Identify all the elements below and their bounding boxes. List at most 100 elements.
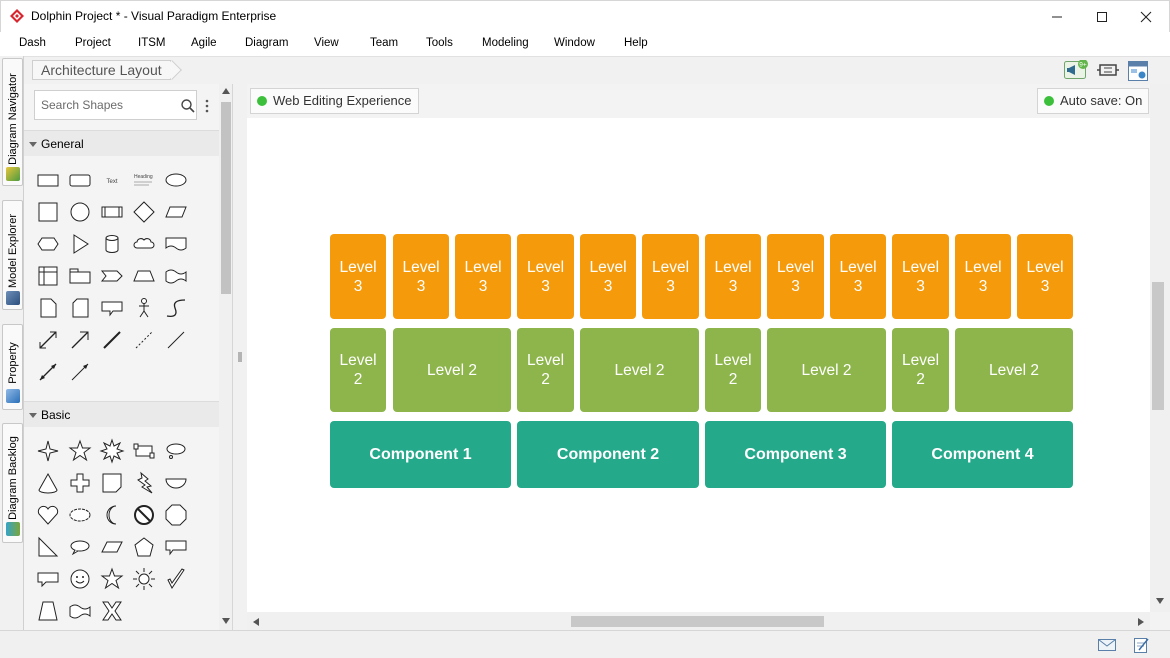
table-shape[interactable]: [35, 263, 61, 289]
star-5-shape[interactable]: [67, 438, 93, 464]
rectangle-shape[interactable]: [35, 167, 61, 193]
slanted-shape[interactable]: [99, 534, 125, 560]
cylinder-shape[interactable]: [99, 231, 125, 257]
hexagon-shape[interactable]: [35, 231, 61, 257]
octagon-shape[interactable]: [163, 502, 189, 528]
component-block[interactable]: Component 3: [705, 421, 886, 488]
close-button[interactable]: [1123, 1, 1169, 33]
line-shape[interactable]: [163, 327, 189, 353]
rounded-rectangle-shape[interactable]: [67, 167, 93, 193]
text-shape[interactable]: Text: [99, 167, 125, 193]
scroll-right-icon[interactable]: [1138, 618, 1144, 626]
star-4-shape[interactable]: [35, 438, 61, 464]
process-shape[interactable]: [99, 199, 125, 225]
cloud-shape[interactable]: [131, 231, 157, 257]
fit-diagram-button[interactable]: [1096, 60, 1120, 80]
pentagon-shape[interactable]: [131, 534, 157, 560]
level2-block[interactable]: Level 2: [767, 328, 886, 412]
diagram-canvas[interactable]: Level 3 Level 3 Level 3 Level 3 Level 3 …: [247, 118, 1150, 612]
section-general-header[interactable]: General: [24, 130, 219, 156]
section-basic-header[interactable]: Basic: [24, 401, 219, 427]
menu-view[interactable]: View: [314, 37, 339, 49]
parallelogram-shape[interactable]: [163, 199, 189, 225]
wave-shape[interactable]: [163, 263, 189, 289]
level2-block[interactable]: Level 2: [955, 328, 1073, 412]
cross-shape[interactable]: [67, 470, 93, 496]
level3-block[interactable]: Level 3: [517, 234, 574, 319]
right-triangle-shape[interactable]: [35, 534, 61, 560]
folded-corner-shape[interactable]: [99, 470, 125, 496]
panel-splitter[interactable]: [233, 84, 247, 630]
bidirectional-line-shape[interactable]: [35, 359, 61, 385]
shapes-panel-scroll-thumb[interactable]: [221, 102, 231, 294]
level3-block[interactable]: Level 3: [767, 234, 824, 319]
menu-help[interactable]: Help: [624, 37, 648, 49]
square-shape[interactable]: [35, 199, 61, 225]
more-options-icon[interactable]: [204, 98, 210, 114]
ellipse-shape[interactable]: [163, 167, 189, 193]
level3-block[interactable]: Level 3: [455, 234, 511, 319]
trapezoid-shape[interactable]: [131, 263, 157, 289]
star-outline-shape[interactable]: [99, 566, 125, 592]
level3-block[interactable]: Level 3: [830, 234, 886, 319]
level2-block[interactable]: Level 2: [892, 328, 949, 412]
directed-line-shape[interactable]: [67, 359, 93, 385]
menu-diagram[interactable]: Diagram: [245, 37, 289, 49]
search-box[interactable]: [34, 90, 197, 120]
level3-block[interactable]: Level 3: [892, 234, 949, 319]
thick-line-shape[interactable]: [99, 327, 125, 353]
menu-tools[interactable]: Tools: [426, 37, 453, 49]
menu-itsm[interactable]: ITSM: [138, 37, 166, 49]
diagram-spec-button[interactable]: [1127, 60, 1149, 82]
heart-shape[interactable]: [35, 502, 61, 528]
web-editing-indicator[interactable]: Web Editing Experience: [250, 88, 419, 114]
menu-dash[interactable]: Dash: [19, 37, 46, 49]
breadcrumb[interactable]: Architecture Layout: [32, 60, 171, 80]
tab-model-explorer[interactable]: Model Explorer: [2, 200, 23, 310]
diamond-shape[interactable]: [131, 199, 157, 225]
card-shape[interactable]: [67, 295, 93, 321]
circle-shape[interactable]: [67, 199, 93, 225]
level3-block[interactable]: Level 3: [955, 234, 1011, 319]
double-arrow-shape[interactable]: [35, 327, 61, 353]
menu-project[interactable]: Project: [75, 37, 111, 49]
component-block[interactable]: Component 2: [517, 421, 699, 488]
tab-diagram-navigator[interactable]: Diagram Navigator: [2, 58, 23, 186]
rect-callout-shape[interactable]: [163, 534, 189, 560]
level3-block[interactable]: Level 3: [393, 234, 449, 319]
level2-block[interactable]: Level 2: [517, 328, 574, 412]
trapezoid-tall-shape[interactable]: [35, 598, 61, 624]
level2-block[interactable]: Level 2: [705, 328, 761, 412]
scroll-down-icon[interactable]: [222, 618, 230, 624]
menu-team[interactable]: Team: [370, 37, 399, 49]
menu-modeling[interactable]: Modeling: [482, 37, 529, 49]
arrow-shape[interactable]: [67, 327, 93, 353]
scroll-left-icon[interactable]: [253, 618, 259, 626]
level2-block[interactable]: Level 2: [393, 328, 511, 412]
search-shapes-input[interactable]: [41, 98, 171, 112]
scroll-down-icon[interactable]: [1156, 598, 1164, 604]
flag-shape[interactable]: [67, 598, 93, 624]
component-block[interactable]: Component 4: [892, 421, 1073, 488]
checkmark-shape[interactable]: [163, 566, 189, 592]
dashed-line-shape[interactable]: [131, 327, 157, 353]
moon-shape[interactable]: [99, 502, 125, 528]
level3-block[interactable]: Level 3: [705, 234, 761, 319]
canvas-vertical-scroll-thumb[interactable]: [1152, 282, 1164, 410]
level3-block[interactable]: Level 3: [1017, 234, 1073, 319]
curve-connector-shape[interactable]: [163, 295, 189, 321]
smiley-shape[interactable]: [67, 566, 93, 592]
cloud-callout-shape[interactable]: [163, 438, 189, 464]
edit-document-icon[interactable]: [1133, 636, 1149, 654]
tab-shape[interactable]: [67, 263, 93, 289]
no-symbol-shape[interactable]: [131, 502, 157, 528]
component-block[interactable]: Component 1: [330, 421, 511, 488]
level3-block[interactable]: Level 3: [580, 234, 636, 319]
level3-block[interactable]: Level 3: [642, 234, 699, 319]
sun-shape[interactable]: [131, 566, 157, 592]
page-shape[interactable]: [35, 295, 61, 321]
scroll-up-icon[interactable]: [222, 88, 230, 94]
document-shape[interactable]: [163, 231, 189, 257]
x-shape[interactable]: [99, 598, 125, 624]
explosion-shape[interactable]: [67, 502, 93, 528]
